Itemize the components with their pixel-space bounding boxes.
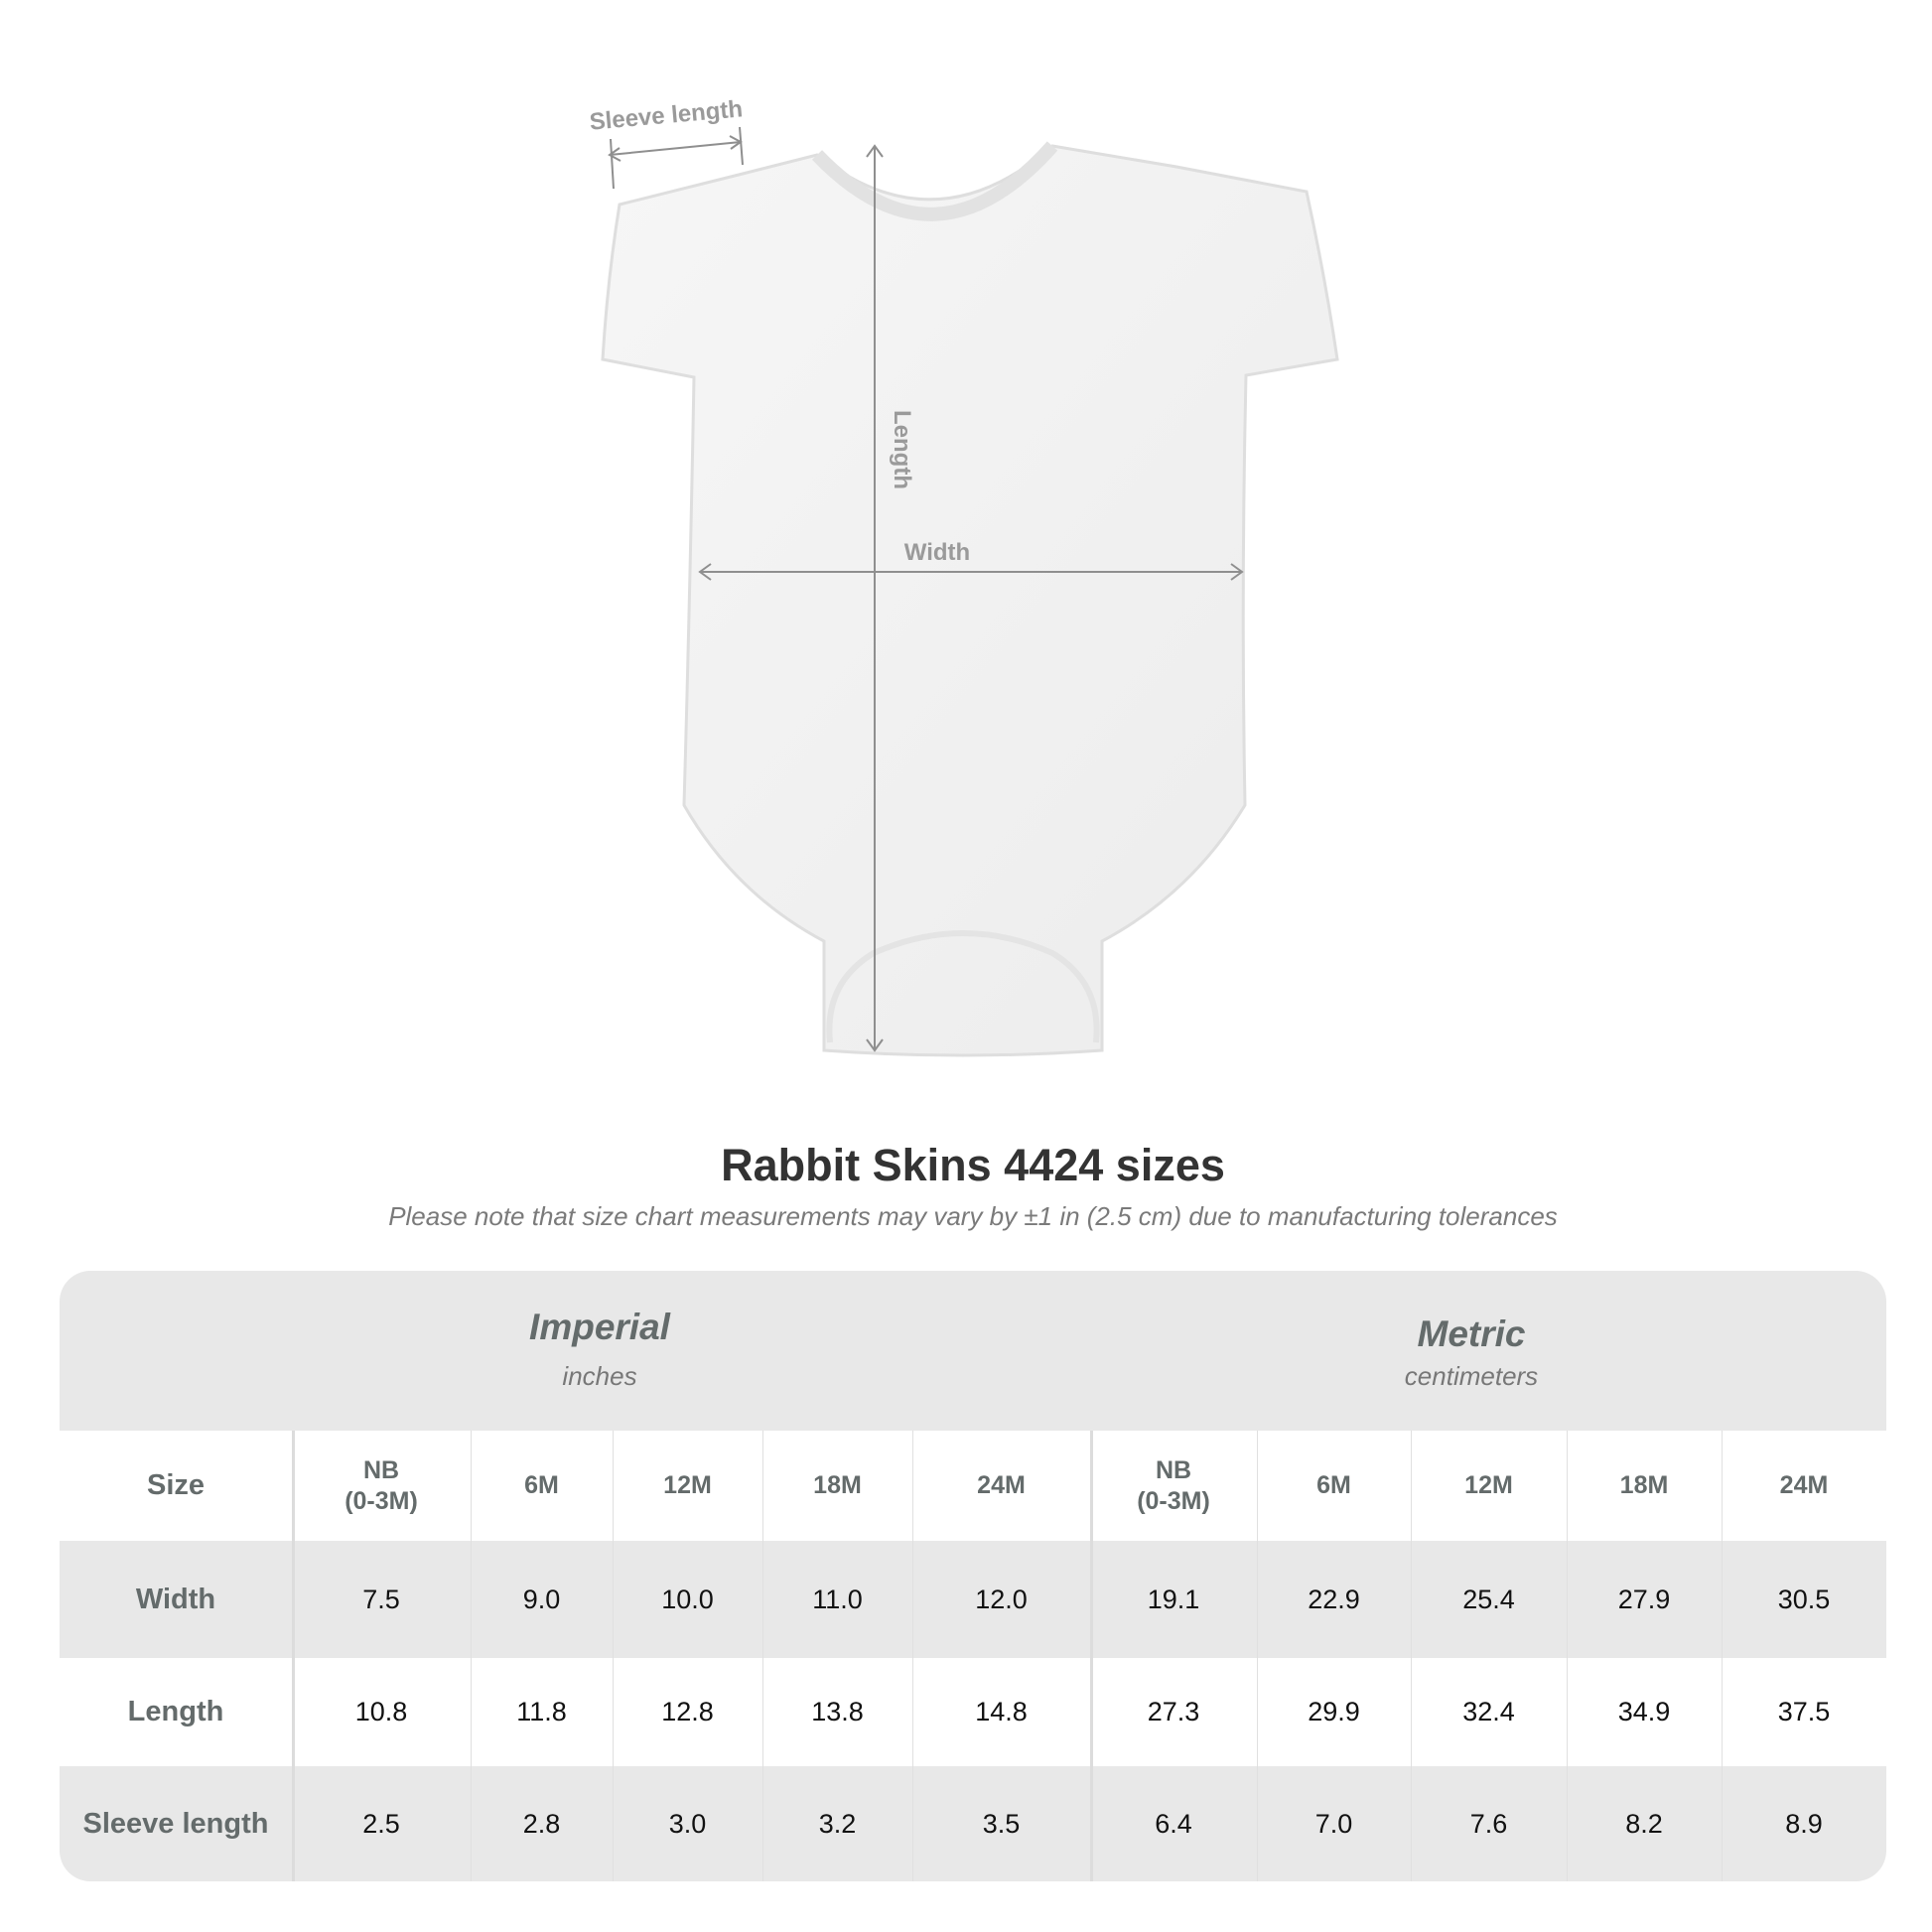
- table-cell: 2.8: [522, 1808, 561, 1839]
- column-divider: [292, 1431, 295, 1881]
- table-cell: 3.2: [818, 1808, 857, 1839]
- onesie-diagram: Sleeve length Length Width: [589, 95, 1339, 1057]
- size-column-header: 6M: [524, 1471, 559, 1499]
- size-column-header: 12M: [1464, 1471, 1513, 1499]
- table-cell: 29.9: [1308, 1697, 1360, 1726]
- table-cell: 6.4: [1155, 1808, 1192, 1839]
- table-cell: 9.0: [522, 1584, 561, 1614]
- table-cell: 19.1: [1147, 1584, 1200, 1614]
- table-cell: 27.3: [1147, 1697, 1200, 1726]
- table-cell: 3.0: [668, 1808, 707, 1839]
- table-cell: 27.9: [1617, 1584, 1671, 1614]
- metric-title: Metric: [1417, 1313, 1526, 1354]
- column-divider: [762, 1431, 763, 1881]
- row-label: Sleeve length: [82, 1807, 269, 1840]
- table-cell: 8.9: [1785, 1808, 1823, 1839]
- table-cell: 25.4: [1462, 1584, 1515, 1614]
- table-cell: 37.5: [1777, 1697, 1831, 1726]
- row-label: Width: [135, 1583, 216, 1615]
- width-label: Width: [904, 539, 970, 566]
- header-band: [60, 1271, 1886, 1431]
- size-column-header: 12M: [663, 1471, 712, 1499]
- table-cell: 7.5: [362, 1584, 400, 1614]
- table-cell: 11.0: [812, 1584, 863, 1614]
- table-cell: 7.6: [1469, 1808, 1508, 1839]
- row-band-width: [60, 1541, 1886, 1658]
- chart-title: Rabbit Skins 4424 sizes: [721, 1140, 1225, 1190]
- table-cell: 8.2: [1625, 1808, 1663, 1839]
- table-cell: 12.0: [975, 1584, 1028, 1614]
- table-cell: 10.0: [661, 1584, 714, 1614]
- size-column-header: 18M: [1619, 1471, 1669, 1499]
- tolerance-note: Please note that size chart measurements…: [388, 1201, 1558, 1231]
- row-band-sleeve: [60, 1766, 1886, 1881]
- onesie-shape: [601, 144, 1339, 1057]
- table-cell: 10.8: [354, 1697, 408, 1726]
- size-column-header: 18M: [813, 1471, 862, 1499]
- table-cell: 30.5: [1777, 1584, 1831, 1614]
- metric-unit: centimeters: [1404, 1361, 1539, 1391]
- table-cell: 14.8: [975, 1697, 1028, 1726]
- size-column-header: 24M: [1779, 1471, 1829, 1499]
- imperial-unit: inches: [562, 1361, 637, 1391]
- size-column-header: 24M: [977, 1471, 1026, 1499]
- size-table: Imperial inches Metric centimeters Size N…: [60, 1271, 1886, 1881]
- table-cell: 2.5: [362, 1808, 400, 1839]
- measure-arrows: [608, 126, 1244, 1052]
- size-column-header: NB (0-3M): [345, 1455, 418, 1515]
- column-divider: [1257, 1431, 1258, 1881]
- imperial-title: Imperial: [529, 1307, 670, 1347]
- sleeve-length-label: Sleeve length: [589, 95, 744, 135]
- column-divider: [471, 1431, 472, 1881]
- row-label: Length: [127, 1696, 224, 1727]
- size-header: Size: [146, 1469, 206, 1501]
- column-divider: [1411, 1431, 1412, 1881]
- table-cell: 34.9: [1617, 1697, 1671, 1726]
- size-column-header: 6M: [1316, 1471, 1351, 1499]
- column-divider: [912, 1431, 913, 1881]
- table-cell: 3.5: [982, 1808, 1021, 1839]
- table-cell: 13.8: [811, 1697, 864, 1726]
- table-cell: 22.9: [1308, 1584, 1360, 1614]
- column-divider: [613, 1431, 614, 1881]
- size-column-header: NB (0-3M): [1137, 1455, 1210, 1515]
- table-cell: 7.0: [1314, 1808, 1353, 1839]
- column-divider: [1090, 1431, 1093, 1881]
- column-divider: [1567, 1431, 1568, 1881]
- column-divider: [1722, 1431, 1723, 1881]
- length-label: Length: [889, 410, 915, 489]
- table-cell: 11.8: [516, 1697, 567, 1726]
- table-cell: 32.4: [1462, 1697, 1515, 1726]
- table-cell: 12.8: [661, 1697, 714, 1726]
